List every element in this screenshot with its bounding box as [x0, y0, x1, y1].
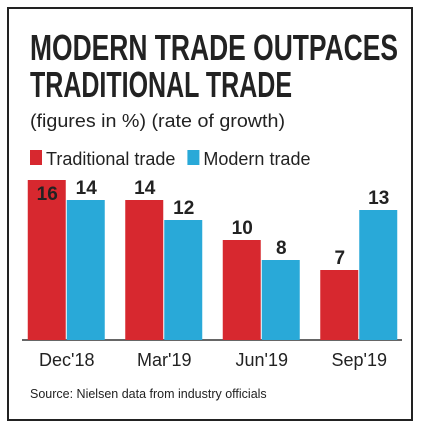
data-label: 10	[232, 218, 253, 239]
x-tick-label: Jun'19	[236, 350, 288, 370]
chart-subtitle: (figures in %) (rate of growth)	[30, 111, 285, 131]
bar	[66, 200, 105, 340]
legend-swatch	[30, 150, 42, 165]
data-label: 13	[368, 188, 389, 209]
bar	[164, 220, 203, 340]
x-tick-label: Mar'19	[137, 350, 191, 370]
bar	[27, 180, 66, 340]
bar	[125, 200, 164, 340]
data-label: 16	[37, 184, 58, 205]
frame	[7, 7, 413, 421]
legend-label: Traditional trade	[46, 149, 175, 169]
x-tick-label: Sep'19	[332, 350, 388, 370]
bar	[320, 270, 359, 340]
bar	[359, 210, 398, 340]
data-label: 8	[276, 238, 287, 259]
chart-title: TRADITIONAL TRADE	[30, 64, 292, 105]
data-label: 12	[173, 198, 194, 219]
chart-title: MODERN TRADE OUTPACES	[30, 27, 398, 68]
legend-swatch	[187, 150, 200, 165]
data-label: 7	[334, 248, 345, 269]
bar	[222, 240, 261, 340]
source: Source: Nielsen data from industry offic…	[30, 387, 267, 401]
legend-label: Modern trade	[203, 149, 310, 169]
data-label: 14	[134, 178, 156, 199]
bar	[261, 260, 300, 340]
x-tick-label: Dec'18	[39, 350, 94, 370]
data-label: 14	[76, 178, 98, 199]
